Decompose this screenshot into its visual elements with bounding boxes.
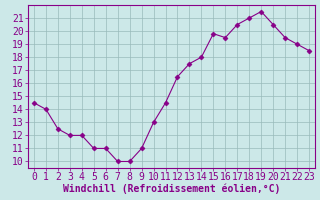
X-axis label: Windchill (Refroidissement éolien,°C): Windchill (Refroidissement éolien,°C): [63, 184, 280, 194]
